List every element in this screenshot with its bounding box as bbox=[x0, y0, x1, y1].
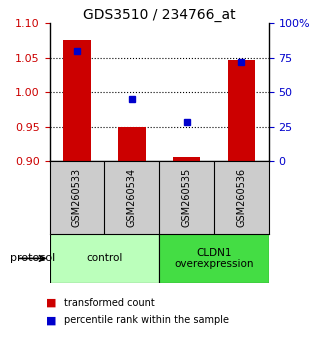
Text: percentile rank within the sample: percentile rank within the sample bbox=[64, 315, 229, 325]
Bar bbox=[173, 157, 200, 161]
Text: ■: ■ bbox=[46, 315, 57, 325]
Bar bbox=[50, 234, 159, 283]
Text: GSM260535: GSM260535 bbox=[182, 168, 192, 227]
Bar bbox=[63, 40, 91, 161]
Text: GSM260536: GSM260536 bbox=[236, 168, 246, 227]
Bar bbox=[159, 234, 269, 283]
Text: control: control bbox=[86, 253, 123, 263]
Text: transformed count: transformed count bbox=[64, 298, 155, 308]
Text: GSM260534: GSM260534 bbox=[127, 168, 137, 227]
Text: CLDN1
overexpression: CLDN1 overexpression bbox=[174, 247, 254, 269]
Text: protocol: protocol bbox=[10, 253, 55, 263]
Bar bbox=[118, 127, 146, 161]
Text: GSM260533: GSM260533 bbox=[72, 168, 82, 227]
Bar bbox=[228, 60, 255, 161]
Title: GDS3510 / 234766_at: GDS3510 / 234766_at bbox=[83, 8, 236, 22]
Text: ■: ■ bbox=[46, 298, 57, 308]
